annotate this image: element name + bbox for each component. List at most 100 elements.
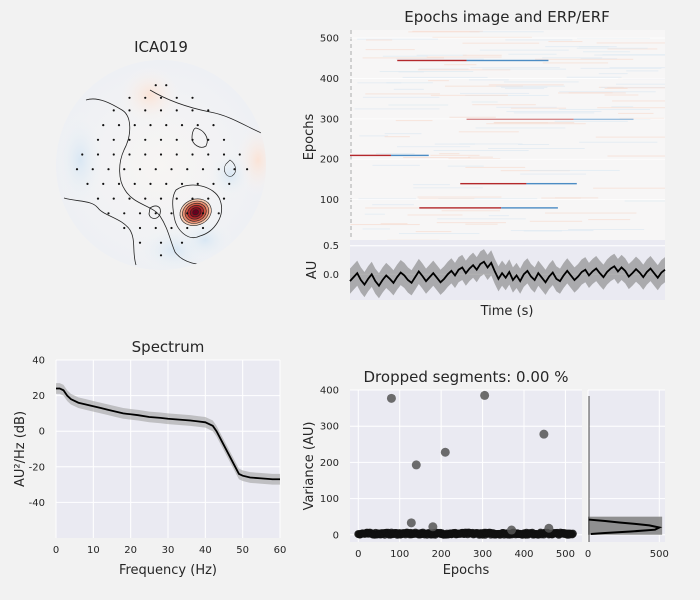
epoch-background-row [595, 136, 665, 138]
variance-point [568, 529, 577, 538]
epoch-background-row [413, 187, 483, 189]
epoch-background-row [619, 117, 665, 119]
sensor-point [112, 138, 115, 141]
sensor-point [149, 182, 152, 185]
sensor-point [138, 212, 142, 215]
topomap-blue-region [177, 218, 233, 262]
sensor-point [154, 226, 157, 230]
sensor-point [207, 138, 210, 141]
spectrum-xtick: 40 [199, 545, 212, 556]
epoch-background-row [366, 39, 393, 41]
epoch-background-row [375, 153, 415, 155]
variance-outlier-point [406, 518, 416, 528]
epoch-background-row [545, 46, 617, 48]
sensor-point [138, 168, 142, 171]
epoch-background-row [387, 239, 440, 240]
variance-plot: 0 100 200 300 400 500 0 100 200 300 400 [320, 386, 582, 560]
epoch-background-row [495, 85, 566, 87]
sensor-point [217, 212, 220, 215]
epoch-background-row [444, 64, 477, 66]
sensor-point [86, 182, 89, 185]
spectrum-xlabel: Frequency (Hz) [119, 563, 217, 578]
variance-xlabel: Epochs [443, 563, 490, 578]
epoch-background-row [436, 222, 506, 224]
epoch-background-row [626, 70, 659, 72]
epoch-background-row [469, 31, 544, 33]
epoch-background-row [413, 184, 450, 186]
epoch-background-row [357, 38, 439, 40]
epoch-background-row [612, 100, 665, 102]
epoch-background-row [388, 104, 449, 106]
sensor-point [159, 254, 163, 257]
epoch-background-row [362, 228, 391, 230]
sensor-point [159, 138, 163, 141]
sensor-point [144, 197, 147, 200]
variance-xtick: 300 [473, 549, 492, 560]
epoch-background-row [475, 127, 566, 129]
epoch-background-row [624, 200, 665, 202]
epoch-background-row [462, 54, 502, 56]
epoch-background-row [384, 136, 410, 138]
epoch-background-row [359, 135, 389, 137]
sensor-point [159, 241, 163, 244]
topomap-blue-region [208, 151, 252, 199]
sensor-point [186, 168, 189, 171]
epoch-background-row [433, 150, 529, 152]
epoch-background-row [386, 82, 433, 84]
epoch-background-row [598, 73, 628, 75]
sensor-point [170, 226, 173, 230]
epoch-background-row [504, 88, 545, 90]
variance-ytick: 300 [320, 422, 339, 433]
epoch-background-row [580, 58, 618, 60]
sensor-point [117, 182, 121, 185]
histogram-density-line [588, 518, 663, 536]
epoch-background-row [616, 83, 665, 85]
epoch-background-row [520, 173, 587, 175]
topomap-contour [191, 127, 208, 148]
sensor-point [159, 96, 163, 99]
sensor-point [191, 197, 194, 200]
sensor-point [81, 153, 84, 156]
epoch-background-row [365, 207, 424, 209]
variance-xtick: 100 [390, 549, 409, 560]
epoch-background-row [529, 169, 620, 171]
epoch-background-row [384, 133, 422, 135]
epoch-background-row [513, 112, 595, 114]
epoch-background-row [576, 47, 648, 49]
sensor-point [159, 109, 163, 112]
epoch-background-row [510, 230, 594, 232]
topomap-blue-region [56, 110, 105, 210]
sensor-point [112, 153, 115, 156]
sensor-point [222, 197, 226, 200]
epoch-background-row [465, 223, 498, 225]
variance-ylabel: Variance (AU) [302, 422, 317, 511]
variance-panel [350, 390, 582, 542]
epoch-background-row [444, 85, 523, 87]
epoch-background-row [350, 224, 420, 226]
sensor-point [102, 124, 105, 127]
epochs-ytick: 400 [320, 74, 339, 85]
sensor-point [233, 168, 236, 171]
sensor-point [133, 124, 136, 127]
epoch-background-row [362, 57, 445, 59]
epoch-background-row [407, 214, 463, 216]
epoch-background-row [542, 57, 603, 59]
topomap-contour [172, 184, 222, 238]
sensor-point [154, 84, 157, 87]
erp-ytick: 0.5 [323, 241, 339, 252]
epoch-background-row [398, 233, 480, 235]
sensor-point [175, 96, 178, 99]
sensor-point [207, 153, 210, 156]
spectrum-xtick: 20 [124, 545, 137, 556]
epoch-background-row [438, 198, 538, 200]
sensor-point [91, 168, 94, 171]
sensor-point [246, 168, 249, 171]
epoch-background-row [439, 153, 460, 155]
epoch-background-row [458, 131, 519, 133]
sensor-point [159, 153, 163, 156]
sensor-point [191, 138, 194, 141]
variance-outlier-point [428, 522, 438, 532]
sensor-point [128, 153, 131, 156]
epoch-background-row [580, 67, 662, 69]
